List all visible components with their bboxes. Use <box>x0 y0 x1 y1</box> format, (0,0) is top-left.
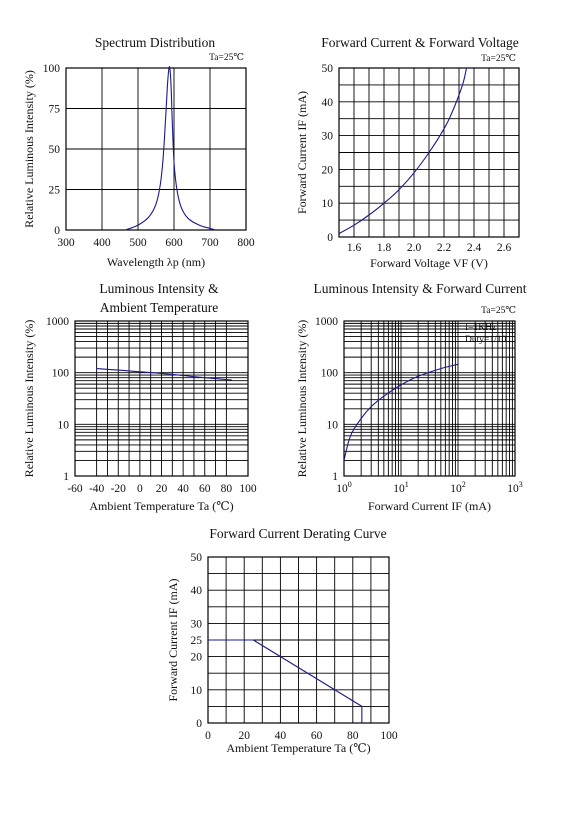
series-line <box>343 363 459 461</box>
plot-frame <box>343 320 516 477</box>
plot-frame <box>74 320 249 477</box>
x-tick-label: 102 <box>450 480 466 495</box>
grid <box>65 67 247 231</box>
y-tick-label: 50 <box>191 552 203 564</box>
y-tick-label: 10 <box>327 419 339 431</box>
condition-note: Ta=25℃ <box>481 54 516 64</box>
chart-title: Spectrum Distribution <box>95 35 216 50</box>
x-tick-label: 1.8 <box>377 242 392 254</box>
x-tick-label: 80 <box>347 730 359 742</box>
x-tick-label: 100 <box>380 730 398 742</box>
y-tick-label: 40 <box>322 97 334 109</box>
x-tick-label: 0 <box>137 483 143 495</box>
y-tick-label: 25 <box>49 185 61 197</box>
series-line <box>125 66 216 231</box>
series-line <box>96 368 232 381</box>
chart-title: Ambient Temperature <box>100 300 218 315</box>
plot-frame <box>65 67 247 231</box>
x-tick-label: -20 <box>111 483 127 495</box>
y-tick-label: 50 <box>322 63 334 75</box>
y-tick-label: 10 <box>58 419 70 431</box>
y-tick-label: 100 <box>52 368 70 380</box>
x-tick-label: 60 <box>199 483 211 495</box>
y-tick-label: 20 <box>322 164 334 176</box>
y-axis-label: Relative Luminous Intensity (%) <box>22 70 36 228</box>
y-tick-label: 0 <box>327 232 333 244</box>
x-tick-label: 103 <box>507 480 523 495</box>
y-tick-label: 50 <box>49 144 61 156</box>
y-tick-label: 1000 <box>46 316 69 328</box>
y-tick-label: 25 <box>191 635 203 647</box>
plot-frame <box>338 67 520 238</box>
x-axis-label: Ambient Temperature Ta (℃) <box>89 499 233 513</box>
x-tick-label: -40 <box>89 483 105 495</box>
x-tick-label: 40 <box>275 730 287 742</box>
y-tick-label: 1 <box>332 471 338 483</box>
x-tick-label: 40 <box>177 483 189 495</box>
condition-note: Ta=25℃ <box>209 53 244 63</box>
chart-title: Luminous Intensity & Forward Current <box>314 281 527 296</box>
x-axis-label: Ambient Temperature Ta (℃) <box>226 741 370 755</box>
series-line <box>338 67 468 235</box>
x-axis-label: Forward Voltage VF (V) <box>370 256 488 270</box>
condition-note: Ta=25℃ <box>481 306 516 316</box>
x-tick-label: 2.6 <box>497 242 512 254</box>
x-tick-label: 20 <box>156 483 168 495</box>
x-tick-label: 100 <box>336 480 352 495</box>
x-tick-label: 700 <box>201 237 219 249</box>
y-tick-label: 10 <box>191 685 203 697</box>
y-axis-label: Relative Luminous Intensity (%) <box>22 320 36 478</box>
test-condition-note: f=1KHz <box>465 322 496 333</box>
chart-iv: Forward Current & Forward Voltage Ta=25℃ 1… <box>295 35 520 270</box>
y-axis-label: Forward Current IF (mA) <box>166 579 180 702</box>
y-tick-label: 1 <box>63 471 69 483</box>
x-tick-label: 20 <box>238 730 250 742</box>
y-tick-label: 100 <box>43 63 61 75</box>
y-tick-label: 0 <box>54 225 60 237</box>
x-tick-label: 300 <box>57 237 75 249</box>
chart-title: Forward Current & Forward Voltage <box>321 35 518 50</box>
x-tick-label: 2.0 <box>407 242 422 254</box>
y-tick-label: 30 <box>191 618 203 630</box>
y-tick-label: 40 <box>191 585 203 597</box>
chart-derate: Forward Current Derating Curve 0 20 40 60 80 1… <box>166 526 398 755</box>
x-tick-label: 600 <box>165 237 183 249</box>
x-tick-label: 1.6 <box>347 242 362 254</box>
chart-title: Luminous Intensity & <box>99 281 219 296</box>
series-line <box>208 639 363 707</box>
x-tick-label: 500 <box>129 237 147 249</box>
y-axis-label: Relative Luminous Intensity (%) <box>295 320 309 478</box>
y-tick-label: 10 <box>322 198 334 210</box>
test-condition-note: Duty=1/10 <box>465 335 506 345</box>
note-background <box>463 321 513 345</box>
y-tick-label: 75 <box>49 104 61 116</box>
x-tick-label: -60 <box>67 483 83 495</box>
x-tick-label: 100 <box>239 483 257 495</box>
x-tick-label: 60 <box>311 730 323 742</box>
chart-title: Forward Current Derating Curve <box>209 526 386 541</box>
x-tick-label: 80 <box>221 483 233 495</box>
x-tick-label: 800 <box>237 237 255 249</box>
y-tick-label: 20 <box>191 652 203 664</box>
grid <box>75 320 248 477</box>
x-axis-label: Wavelength λp (nm) <box>107 255 205 269</box>
x-tick-label: 2.4 <box>467 242 482 254</box>
x-tick-label: 101 <box>393 480 409 495</box>
x-tick-label: 400 <box>93 237 111 249</box>
x-tick-label: 2.2 <box>437 242 452 254</box>
y-tick-label: 30 <box>322 131 334 143</box>
chart-lumcur: Luminous Intensity & Forward Current Ta=2… <box>295 281 527 513</box>
x-tick-label: 0 <box>205 730 211 742</box>
x-axis-label: Forward Current IF (mA) <box>368 499 491 513</box>
chart-temp: Luminous Intensity & Ambient Temperature -… <box>22 281 257 513</box>
y-tick-label: 0 <box>196 718 202 730</box>
grid <box>343 320 516 477</box>
y-tick-label: 100 <box>321 368 339 380</box>
y-axis-label: Forward Current IF (mA) <box>295 91 309 214</box>
y-tick-label: 1000 <box>315 316 338 328</box>
